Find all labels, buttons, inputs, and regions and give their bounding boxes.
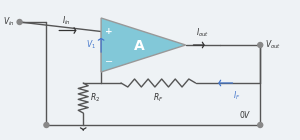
Text: $I_F$: $I_F$ [233, 89, 241, 102]
Text: A: A [134, 39, 144, 53]
Circle shape [17, 19, 22, 24]
Text: $R_F$: $R_F$ [153, 91, 164, 103]
Text: $0V$: $0V$ [239, 109, 252, 120]
Text: −: − [105, 57, 113, 66]
Circle shape [258, 122, 263, 128]
Text: $I_{in}$: $I_{in}$ [62, 14, 71, 26]
Text: $I_{out}$: $I_{out}$ [196, 26, 210, 39]
Polygon shape [101, 18, 186, 72]
Text: +: + [105, 27, 113, 36]
Text: $R_2$: $R_2$ [90, 92, 100, 104]
Text: $V_{out}$: $V_{out}$ [265, 39, 281, 51]
Circle shape [258, 43, 263, 47]
Text: $V_{in}$: $V_{in}$ [3, 16, 15, 28]
Circle shape [44, 122, 49, 128]
Text: $V_1$: $V_1$ [86, 39, 96, 51]
